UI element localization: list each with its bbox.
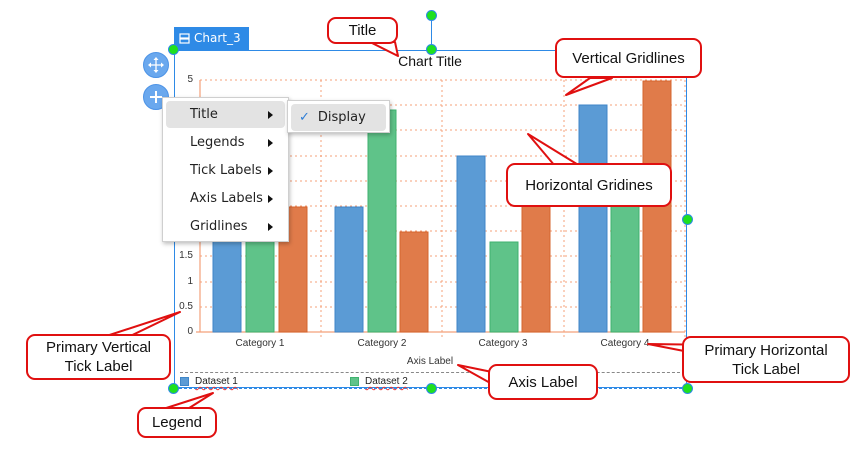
menu-item-axis-labels[interactable]: Axis Labels xyxy=(166,185,285,212)
chart-title[interactable]: Chart Title xyxy=(398,53,462,69)
bar-dataset2-category2[interactable] xyxy=(367,109,397,333)
callout-text: Legend xyxy=(151,414,203,431)
submenu-item-label: Display xyxy=(317,110,366,125)
callout-text: Primary Vertical xyxy=(45,339,152,356)
callout-text: Primary Horizontal xyxy=(704,341,828,359)
menu-item-title[interactable]: Title xyxy=(166,101,285,128)
chart-name: Chart_3 xyxy=(194,31,241,45)
callout-text: Axis Label xyxy=(508,373,578,391)
legend-item-dataset2[interactable]: Dataset 2 xyxy=(350,376,408,387)
callout-primary-horizontal-tick-label: Primary Horizontal Tick Label xyxy=(682,336,850,383)
resize-handle-top[interactable] xyxy=(426,44,437,55)
menu-item-tick-labels[interactable]: Tick Labels xyxy=(166,157,285,184)
callout-horizontal-gridlines: Horizontal Gridines xyxy=(506,163,672,207)
submenu-arrow-icon xyxy=(268,222,273,231)
menu-item-label: Tick Labels xyxy=(190,163,262,178)
y-tick-label: 1 xyxy=(187,276,193,287)
checkmark-icon: ✓ xyxy=(299,110,310,125)
bar-dataset1-category3[interactable] xyxy=(456,155,486,333)
callout-vertical-gridlines: Vertical Gridlines xyxy=(555,38,702,78)
x-axis-label[interactable]: Axis Label xyxy=(406,356,454,367)
rotation-handle[interactable] xyxy=(426,10,437,21)
callout-legend: Legend xyxy=(137,407,217,438)
callout-axis-label: Axis Label xyxy=(488,364,598,400)
legend-item-dataset1[interactable]: Dataset 1 xyxy=(180,376,238,387)
bar-dataset1-category2[interactable] xyxy=(334,206,364,333)
legend-swatch xyxy=(350,377,359,386)
y-tick-label: 0.5 xyxy=(179,301,193,312)
callout-text: Tick Label xyxy=(64,358,133,375)
resize-handle-bottom-right[interactable] xyxy=(682,383,693,394)
x-tick-label: Category 1 xyxy=(235,338,285,349)
callout-text: Tick Label xyxy=(732,360,800,378)
menu-item-legends[interactable]: Legends xyxy=(166,129,285,156)
chart-layout-icon xyxy=(179,33,190,44)
bar-dataset1-category4[interactable] xyxy=(578,104,608,333)
vertical-gridlines xyxy=(320,80,686,338)
resize-handle-bottom[interactable] xyxy=(426,383,437,394)
callout-primary-vertical-tick-label: Primary Vertical Tick Label xyxy=(26,334,171,380)
menu-item-label: Legends xyxy=(190,135,245,150)
move-button[interactable] xyxy=(143,52,169,78)
callout-text: Vertical Gridlines xyxy=(572,49,685,67)
y-tick-label: 1.5 xyxy=(179,250,193,261)
submenu-item-display[interactable]: ✓ Display xyxy=(291,104,386,131)
x-tick-label: Category 4 xyxy=(600,338,650,349)
y-tick-label: 0 xyxy=(187,326,193,337)
bar-dataset3-category2[interactable] xyxy=(399,231,429,333)
callout-text: Title xyxy=(348,22,377,39)
resize-handle-top-left[interactable] xyxy=(168,44,179,55)
legend-swatch xyxy=(180,377,189,386)
chart-name-tab[interactable]: Chart_3 xyxy=(174,27,249,50)
submenu-arrow-icon xyxy=(268,194,273,203)
submenu-arrow-icon xyxy=(268,138,273,147)
resize-handle-right[interactable] xyxy=(682,214,693,225)
title-submenu: ✓ Display xyxy=(287,100,390,133)
callout-title: Title xyxy=(327,17,398,44)
bar-dataset2-category3[interactable] xyxy=(489,241,519,333)
y-tick-label: 5 xyxy=(187,74,193,85)
bar-dataset2-category4[interactable] xyxy=(610,205,640,333)
callout-text: Horizontal Gridines xyxy=(525,176,653,194)
menu-item-label: Axis Labels xyxy=(190,191,263,206)
submenu-arrow-icon xyxy=(268,110,273,119)
menu-item-label: Title xyxy=(190,107,218,122)
legend-label: Dataset 1 xyxy=(195,376,238,387)
resize-handle-bottom-left[interactable] xyxy=(168,383,179,394)
plus-icon xyxy=(150,91,162,103)
menu-item-label: Gridlines xyxy=(190,219,248,234)
move-arrows-icon xyxy=(148,57,164,73)
bar-dataset3-category3[interactable] xyxy=(521,195,551,333)
legend-label: Dataset 2 xyxy=(365,376,408,387)
rotation-handle-line xyxy=(431,20,432,50)
menu-item-gridlines[interactable]: Gridlines xyxy=(166,213,285,240)
chart-elements-menu: Title Legends Tick Labels Axis Labels Gr… xyxy=(162,97,289,242)
submenu-arrow-icon xyxy=(268,166,273,175)
x-tick-label: Category 2 xyxy=(357,338,407,349)
legend-separator xyxy=(180,372,685,373)
x-tick-label: Category 3 xyxy=(478,338,528,349)
